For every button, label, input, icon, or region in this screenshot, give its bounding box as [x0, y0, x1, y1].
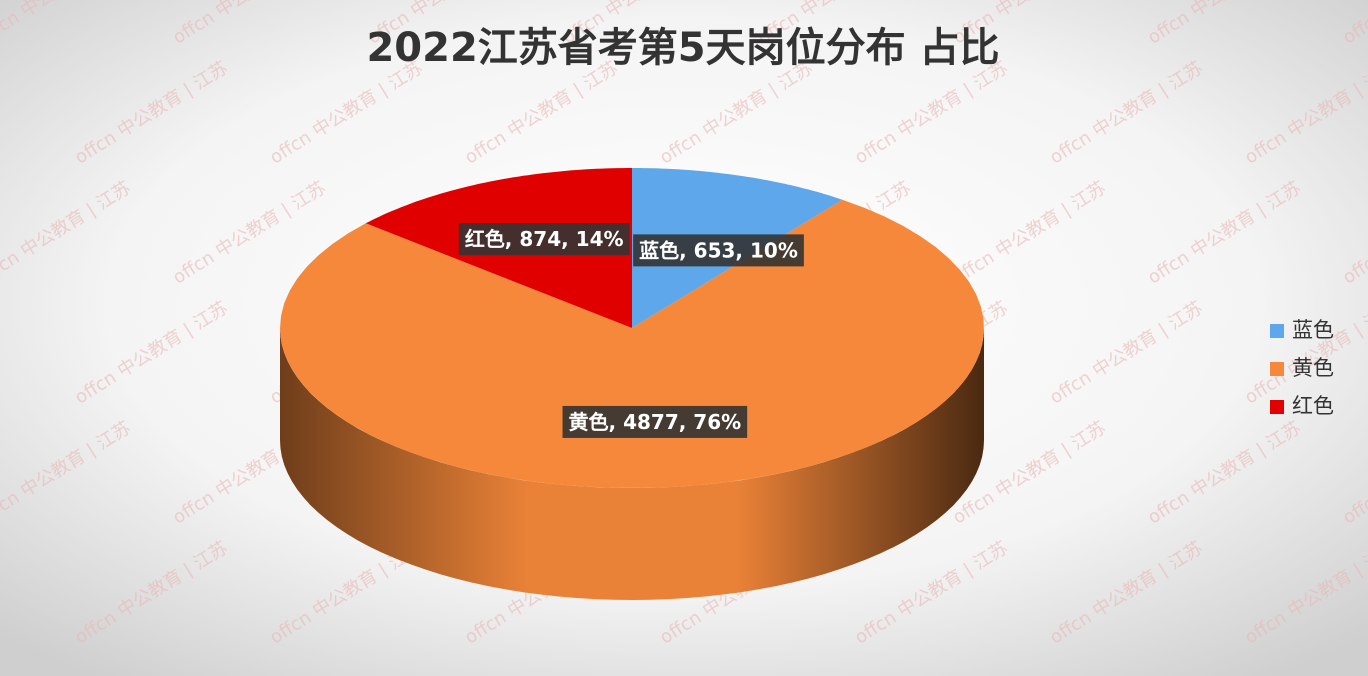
chart-title: 2022江苏省考第5天岗位分布 占比 — [366, 25, 999, 71]
slice-side-shade — [280, 328, 984, 600]
slice — [280, 199, 984, 488]
pie: 蓝色, 653, 10% 红色, 874, 14% 黄色, 4877, 76% — [280, 168, 984, 600]
legend-swatch — [1270, 400, 1284, 414]
legend-label: 蓝色 — [1292, 318, 1334, 342]
data-label-box — [562, 405, 748, 438]
legend-swatch — [1270, 324, 1284, 338]
data-label-box — [458, 223, 630, 256]
data-label: 红色, 874, 14% — [465, 227, 624, 251]
data-label-box — [633, 234, 804, 267]
legend-swatch — [1270, 362, 1284, 376]
data-label: 蓝色, 653, 10% — [639, 238, 798, 262]
legend-label: 黄色 — [1292, 356, 1334, 380]
legend-label: 红色 — [1292, 394, 1334, 418]
data-label: 黄色, 4877, 76% — [569, 410, 742, 434]
